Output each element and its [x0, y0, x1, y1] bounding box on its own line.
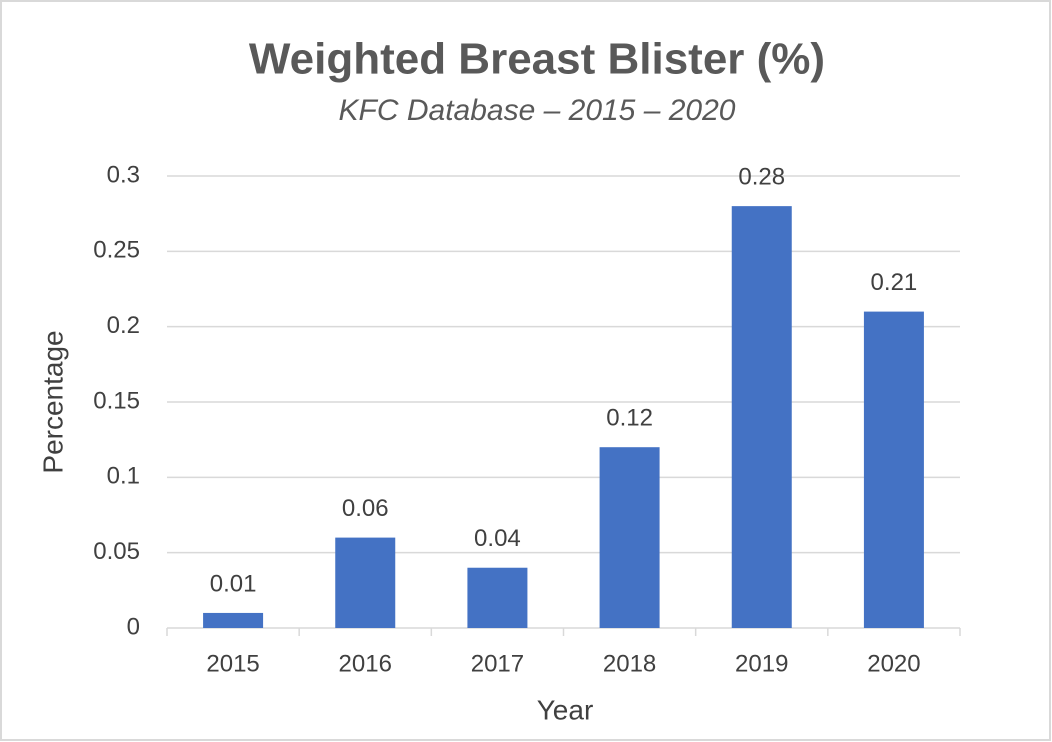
bar	[863, 311, 924, 628]
bar	[731, 206, 792, 628]
x-axis-label: Year	[537, 694, 594, 725]
y-tick-label: 0.1	[107, 463, 140, 490]
bar	[599, 447, 660, 628]
data-label: 0.12	[606, 405, 653, 432]
chart-title: Weighted Breast Blister (%)	[249, 35, 825, 84]
x-tick-label: 2015	[206, 650, 259, 677]
data-label: 0.28	[738, 163, 785, 190]
x-tick-label: 2019	[735, 650, 788, 677]
y-tick-label: 0.2	[107, 312, 140, 339]
bar	[467, 567, 528, 628]
y-tick-label: 0.05	[93, 538, 140, 565]
data-label: 0.04	[474, 525, 521, 552]
bar	[203, 612, 264, 628]
x-tick-label: 2017	[471, 650, 524, 677]
y-tick-label: 0.3	[107, 161, 140, 188]
y-axis-label: Percentage	[37, 330, 68, 473]
y-tick-label: 0.25	[93, 237, 140, 264]
y-tick-label: 0.15	[93, 387, 140, 414]
data-label: 0.21	[871, 269, 918, 296]
chart-subtitle: KFC Database – 2015 – 2020	[339, 94, 736, 127]
bar	[335, 537, 396, 628]
data-label: 0.01	[210, 570, 257, 597]
x-tick-label: 2020	[867, 650, 920, 677]
x-tick-label: 2016	[339, 650, 392, 677]
y-tick-label: 0	[127, 613, 140, 640]
x-tick-label: 2018	[603, 650, 656, 677]
data-label: 0.06	[342, 495, 389, 522]
